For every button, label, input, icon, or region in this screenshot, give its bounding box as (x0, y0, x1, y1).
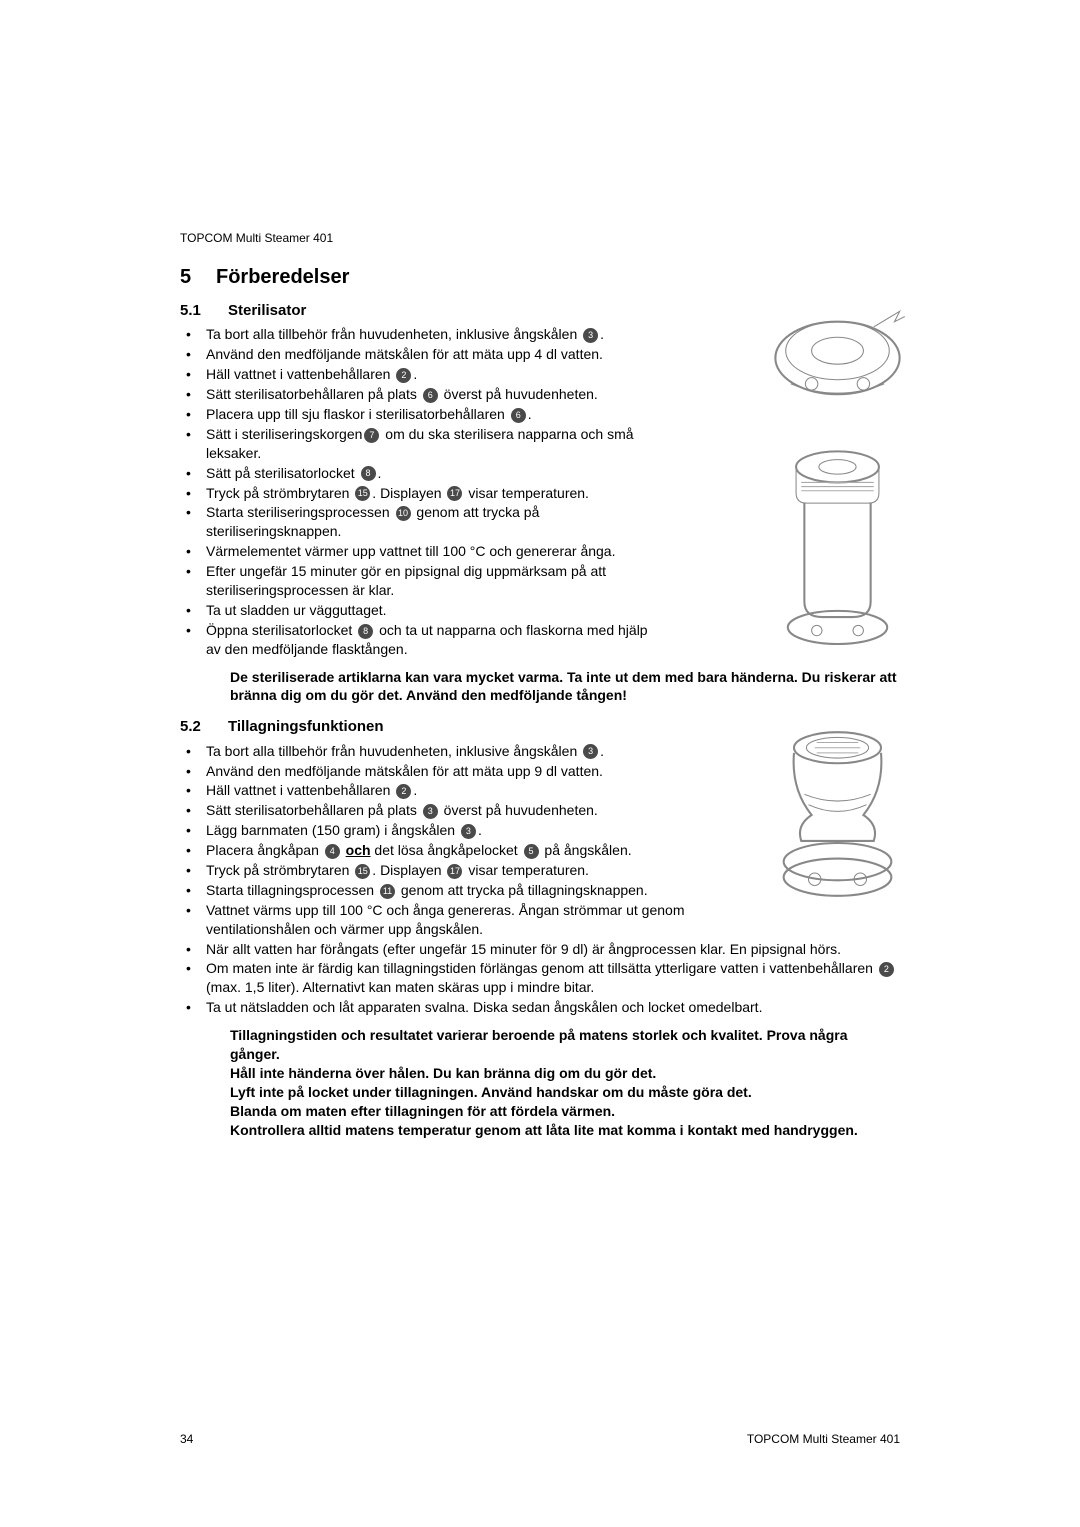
list-item: Ta ut nätsladden och låt apparaten svaln… (180, 998, 900, 1017)
section-51-num: 5.1 (180, 301, 228, 321)
list-item: Häll vattnet i vattenbehållaren 2. (180, 365, 665, 384)
ref-circle-icon: 2 (396, 784, 411, 799)
ref-circle-icon: 6 (511, 408, 526, 423)
list-item: Om maten inte är färdig kan tillagningst… (180, 959, 900, 997)
ref-circle-icon: 11 (380, 884, 395, 899)
ref-circle-icon: 8 (361, 466, 376, 481)
section-51: 5.1Sterilisator Ta bort alla tillbehör f… (180, 301, 900, 717)
list-item: Starta tillagningsprocessen 11 genom att… (180, 881, 710, 900)
page-number: 34 (180, 1431, 193, 1447)
doc-header: TOPCOM Multi Steamer 401 (180, 230, 900, 246)
chapter-title: Förberedelser (216, 266, 349, 288)
chapter-num: 5 (180, 264, 216, 291)
page-footer: 34 TOPCOM Multi Steamer 401 (180, 1431, 900, 1447)
chapter-heading: 5Förberedelser (180, 264, 900, 291)
ref-circle-icon: 15 (355, 864, 370, 879)
list-item: Använd den medföljande mätskålen för att… (180, 762, 710, 781)
ref-circle-icon: 17 (447, 486, 462, 501)
list-item: Sätt sterilisatorbehållaren på plats 3 ö… (180, 801, 710, 820)
list-item: Lägg barnmaten (150 gram) i ångskålen 3. (180, 821, 710, 840)
section-52: 5.2Tillagningsfunktionen Ta bort alla ti… (180, 717, 900, 1151)
list-item: Ta ut sladden ur vägguttaget. (180, 601, 665, 620)
list-item: Placera ångkåpan 4 och det lösa ångkåpel… (180, 841, 710, 860)
section-51-warning: De steriliserade artiklarna kan vara myc… (180, 660, 900, 718)
section-51-title: Sterilisator (228, 302, 306, 319)
list-item: Placera upp till sju flaskor i sterilisa… (180, 405, 665, 424)
list-item: När allt vatten har förångats (efter ung… (180, 940, 900, 959)
list-item: Ta bort alla tillbehör från huvudenheten… (180, 742, 710, 761)
section-52-title: Tillagningsfunktionen (228, 718, 384, 735)
ref-circle-icon: 3 (583, 328, 598, 343)
ref-circle-icon: 5 (524, 844, 539, 859)
list-item: Värmelementet värmer upp vattnet till 10… (180, 542, 665, 561)
ref-circle-icon: 2 (396, 368, 411, 383)
list-item: Starta steriliseringsprocessen 10 genom … (180, 503, 665, 541)
list-item: Tryck på strömbrytaren 15. Displayen 17 … (180, 861, 710, 880)
list-item: Sätt i steriliseringskorgen7 om du ska s… (180, 425, 665, 463)
list-item: Sätt på sterilisatorlocket 8. (180, 464, 665, 483)
section-52-num: 5.2 (180, 717, 228, 737)
illustration-sterilizer (765, 441, 910, 653)
illustration-steam-bowl (765, 727, 910, 908)
list-item: Öppna sterilisatorlocket 8 och ta ut nap… (180, 621, 665, 659)
section-52-warning: Tillagningstiden och resultatet varierar… (180, 1018, 900, 1151)
ref-circle-icon: 6 (423, 388, 438, 403)
ref-circle-icon: 2 (879, 962, 894, 977)
ref-circle-icon: 3 (461, 824, 476, 839)
list-item: Ta bort alla tillbehör från huvudenheten… (180, 325, 665, 344)
list-item: Använd den medföljande mätskålen för att… (180, 345, 665, 364)
list-item: Tryck på strömbrytaren 15. Displayen 17 … (180, 484, 665, 503)
ref-circle-icon: 7 (364, 428, 379, 443)
ref-circle-icon: 10 (396, 506, 411, 521)
illustration-base-unit (765, 301, 910, 409)
ref-circle-icon: 17 (447, 864, 462, 879)
ref-circle-icon: 8 (358, 624, 373, 639)
list-item: Sätt sterilisatorbehållaren på plats 6 ö… (180, 385, 665, 404)
list-item: Vattnet värms upp till 100 °C och ånga g… (180, 901, 710, 939)
list-item: Häll vattnet i vattenbehållaren 2. (180, 781, 710, 800)
ref-circle-icon: 15 (355, 486, 370, 501)
ref-circle-icon: 3 (423, 804, 438, 819)
ref-circle-icon: 4 (325, 844, 340, 859)
list-item: Efter ungefär 15 minuter gör en pipsigna… (180, 562, 665, 600)
ref-circle-icon: 3 (583, 744, 598, 759)
footer-title: TOPCOM Multi Steamer 401 (747, 1431, 900, 1447)
